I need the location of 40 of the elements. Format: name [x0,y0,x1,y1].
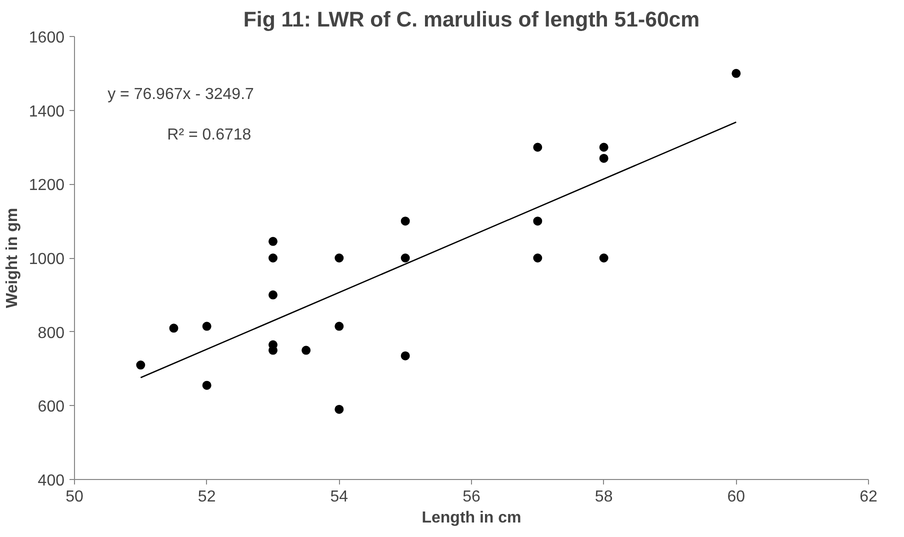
annotation: R² = 0.6718 [167,126,252,144]
point [202,322,212,331]
y-axis-title: Weight in gm [4,208,21,308]
y-tick-label: 1000 [28,251,65,268]
annotation: y = 76.967x - 3249.7 [108,86,254,103]
point [533,142,542,152]
y-tick-label: 1400 [28,103,65,120]
point [599,254,608,262]
point [334,254,344,262]
point [169,324,178,333]
point [136,360,146,370]
x-tick-label: 56 [462,488,480,506]
x-tick-label: 52 [198,488,216,506]
point [268,236,278,246]
point [302,346,311,355]
point [400,254,410,262]
point [599,154,608,163]
point [400,351,410,360]
chart-title: Fig 11: LWR of C. marulius of length 51-60cm [243,8,700,32]
x-tick-label: 54 [330,488,348,506]
point [334,404,344,414]
x-tick-label: 50 [66,488,84,506]
point [732,68,741,78]
point [400,216,410,226]
x-tick-label: 60 [727,488,746,506]
point [334,322,344,331]
y-tick-label: 600 [38,398,65,416]
point [268,290,278,300]
point [533,254,542,262]
point [533,216,542,226]
x-axis-title: Length in cm [422,510,522,526]
point [268,254,278,262]
y-tick-label: 400 [38,472,65,490]
x-tick-label: 58 [594,488,613,506]
y-tick-label: 1200 [28,177,65,194]
x-tick-label: 62 [860,488,878,506]
point [599,142,608,152]
point [202,380,212,390]
y-tick-label: 800 [38,324,65,342]
y-tick-label: 1600 [28,30,65,46]
